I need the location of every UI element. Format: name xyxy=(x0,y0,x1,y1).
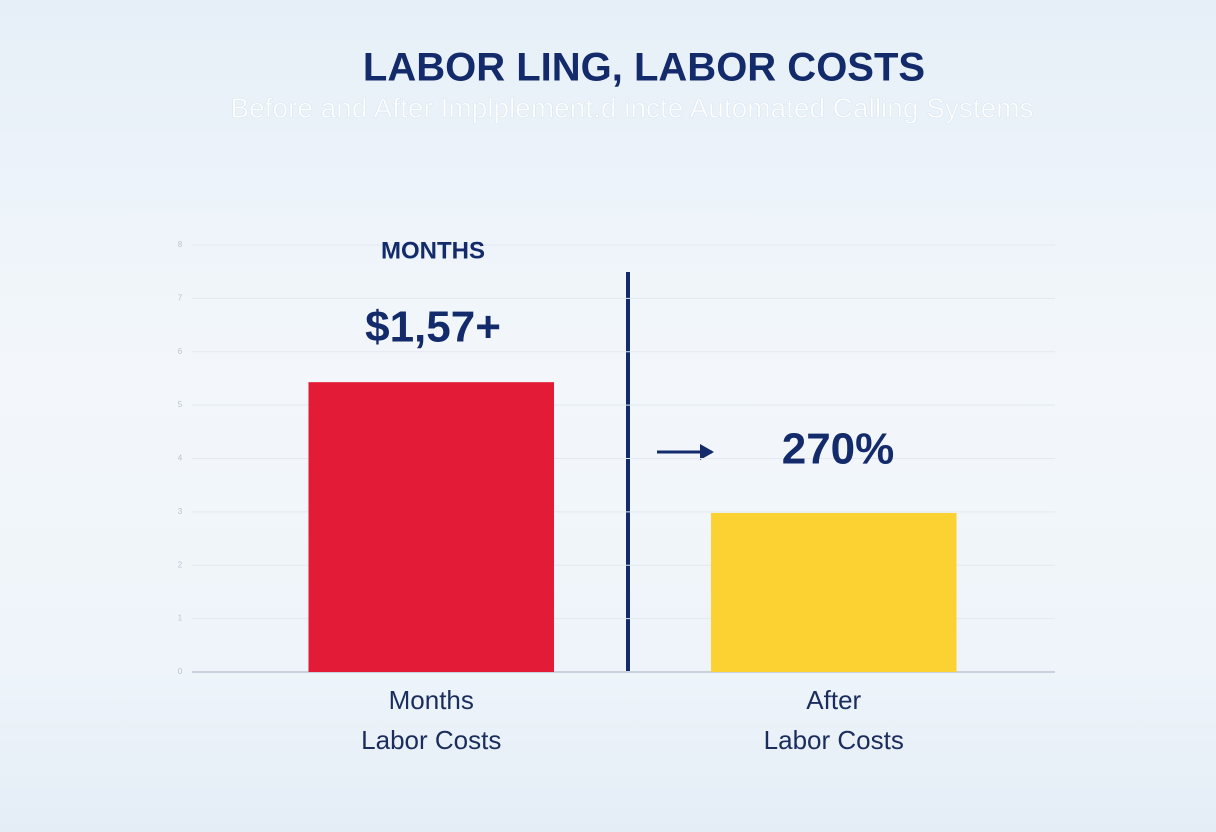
y-tick-label: 5 xyxy=(178,400,183,409)
arrow-head xyxy=(700,444,714,460)
y-tick-label: 2 xyxy=(178,560,183,569)
y-tick-label: 1 xyxy=(178,614,183,623)
y-tick-label: 6 xyxy=(178,347,183,356)
y-tick-label: 3 xyxy=(178,507,183,516)
bar xyxy=(308,382,555,672)
x-tick-label: Months Labor Costs xyxy=(361,685,502,755)
y-tick-label: 4 xyxy=(178,454,183,463)
x-tick-label: After Labor Costs xyxy=(763,685,904,755)
annotation: 270% xyxy=(782,425,895,474)
y-tick-label: 7 xyxy=(178,293,183,302)
chart-subtitle: Before and After Implplement.d incte Aut… xyxy=(230,92,1033,123)
y-tick-label: 0 xyxy=(178,667,183,676)
y-tick-label: 8 xyxy=(178,240,183,249)
annotation: MONTHS xyxy=(381,237,485,264)
bar xyxy=(710,512,957,672)
chart-title: LABOR LING, LABOR COSTS xyxy=(363,46,925,90)
annotation: $1,57+ xyxy=(365,303,501,352)
